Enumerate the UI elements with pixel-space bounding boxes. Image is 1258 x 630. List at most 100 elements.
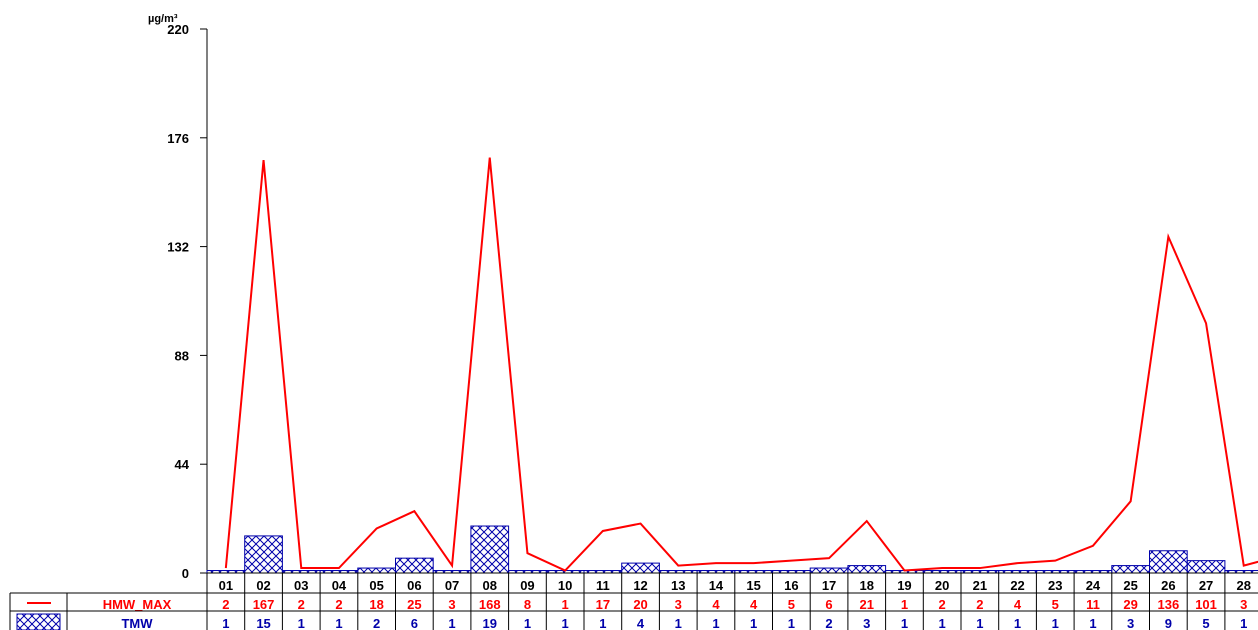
tmw-legend-swatch bbox=[16, 613, 61, 630]
hmw-max-legend-label: HMW_MAX bbox=[103, 597, 172, 612]
y-tick-label: 0 bbox=[182, 566, 189, 581]
tmw-bar bbox=[1111, 565, 1151, 574]
y-axis-unit: µg/m³ bbox=[148, 13, 178, 25]
tmw-data-label: 6 bbox=[411, 616, 418, 630]
hmw-max-data-label: 4 bbox=[712, 597, 720, 612]
y-tick-label: 44 bbox=[175, 457, 190, 472]
hmw-max-line bbox=[224, 157, 1258, 572]
tmw-data-label: 3 bbox=[1127, 616, 1134, 630]
tmw-data-label: 1 bbox=[1052, 616, 1059, 630]
x-tick-label: 20 bbox=[935, 578, 949, 593]
hmw-max-data-label: 21 bbox=[860, 597, 874, 612]
x-tick-label: 05 bbox=[369, 578, 383, 593]
x-tick-label: 16 bbox=[784, 578, 798, 593]
hmw-max-data-label: 3 bbox=[1240, 597, 1247, 612]
tmw-bar bbox=[809, 567, 849, 574]
x-tick-label: 03 bbox=[294, 578, 308, 593]
hmw-max-data-label: 17 bbox=[596, 597, 610, 612]
hmw-max-data-label: 2 bbox=[976, 597, 983, 612]
hmw-max-data-label: 168 bbox=[479, 597, 501, 612]
x-tick-label: 14 bbox=[709, 578, 724, 593]
x-tick-label: 23 bbox=[1048, 578, 1062, 593]
data-table: 0121021671503210421051820625607310816819… bbox=[9, 572, 1258, 630]
tmw-bar bbox=[470, 525, 510, 574]
x-tick-label: 10 bbox=[558, 578, 572, 593]
tmw-data-label: 5 bbox=[1202, 616, 1209, 630]
hmw-max-data-label: 2 bbox=[222, 597, 229, 612]
hmw-max-data-label: 3 bbox=[675, 597, 682, 612]
x-tick-label: 24 bbox=[1086, 578, 1101, 593]
tmw-bar bbox=[1149, 550, 1188, 574]
hmw-max-data-label: 5 bbox=[1052, 597, 1059, 612]
tmw-data-label: 15 bbox=[256, 616, 270, 630]
tmw-bar bbox=[244, 535, 283, 574]
tmw-data-label: 1 bbox=[448, 616, 455, 630]
x-tick-label: 28 bbox=[1237, 578, 1251, 593]
tmw-data-label: 1 bbox=[788, 616, 795, 630]
x-tick-label: 19 bbox=[897, 578, 911, 593]
hmw-max-series-line bbox=[224, 157, 1258, 572]
x-tick-label: 04 bbox=[332, 578, 347, 593]
tmw-bar bbox=[847, 565, 887, 574]
tmw-data-label: 1 bbox=[675, 616, 682, 630]
x-tick-label: 17 bbox=[822, 578, 836, 593]
tmw-data-label: 1 bbox=[1089, 616, 1096, 630]
tmw-bar bbox=[395, 557, 434, 574]
hmw-max-data-label: 29 bbox=[1123, 597, 1137, 612]
hmw-max-data-label: 8 bbox=[524, 597, 531, 612]
y-axis-ticks: 0 44 88 132 176 220 bbox=[167, 22, 207, 581]
hmw-max-data-label: 6 bbox=[825, 597, 832, 612]
tmw-data-label: 3 bbox=[863, 616, 870, 630]
x-tick-label: 01 bbox=[219, 578, 233, 593]
x-tick-label: 11 bbox=[596, 578, 610, 593]
hmw-max-data-label: 4 bbox=[1014, 597, 1022, 612]
hmw-max-data-label: 136 bbox=[1157, 597, 1179, 612]
tmw-data-label: 1 bbox=[1014, 616, 1021, 630]
tmw-data-label: 19 bbox=[483, 616, 497, 630]
x-tick-label: 13 bbox=[671, 578, 685, 593]
x-tick-label: 15 bbox=[746, 578, 760, 593]
tmw-data-label: 1 bbox=[222, 616, 229, 630]
x-tick-label: 21 bbox=[973, 578, 987, 593]
hmw-max-data-label: 1 bbox=[901, 597, 908, 612]
tmw-data-label: 2 bbox=[373, 616, 380, 630]
hmw-max-data-label: 4 bbox=[750, 597, 758, 612]
hmw-max-data-label: 2 bbox=[298, 597, 305, 612]
tmw-data-label: 1 bbox=[901, 616, 908, 630]
x-tick-label: 27 bbox=[1199, 578, 1213, 593]
tmw-data-label: 4 bbox=[637, 616, 645, 630]
tmw-data-label: 1 bbox=[524, 616, 531, 630]
tmw-bar bbox=[1186, 560, 1226, 574]
hmw-max-data-label: 2 bbox=[939, 597, 946, 612]
hmw-max-data-label: 101 bbox=[1195, 597, 1217, 612]
tmw-data-label: 2 bbox=[825, 616, 832, 630]
tmw-data-label: 9 bbox=[1165, 616, 1172, 630]
x-tick-label: 09 bbox=[520, 578, 534, 593]
hmw-max-data-label: 2 bbox=[335, 597, 342, 612]
tmw-data-label: 1 bbox=[1240, 616, 1247, 630]
x-tick-label: 22 bbox=[1010, 578, 1024, 593]
hmw-max-data-label: 25 bbox=[407, 597, 421, 612]
y-tick-label: 176 bbox=[167, 131, 189, 146]
hmw-max-data-label: 167 bbox=[253, 597, 275, 612]
x-tick-label: 12 bbox=[633, 578, 647, 593]
tmw-data-label: 1 bbox=[599, 616, 606, 630]
tmw-data-label: 1 bbox=[939, 616, 946, 630]
x-tick-label: 26 bbox=[1161, 578, 1175, 593]
hmw-max-data-label: 20 bbox=[633, 597, 647, 612]
x-tick-label: 07 bbox=[445, 578, 459, 593]
tmw-data-label: 1 bbox=[976, 616, 983, 630]
x-tick-label: 25 bbox=[1123, 578, 1137, 593]
y-tick-label: 88 bbox=[175, 348, 189, 363]
hmw-max-data-label: 5 bbox=[788, 597, 795, 612]
tmw-data-label: 1 bbox=[562, 616, 569, 630]
tmw-bar bbox=[357, 567, 396, 574]
tmw-data-label: 1 bbox=[335, 616, 342, 630]
x-tick-label: 02 bbox=[256, 578, 270, 593]
x-tick-label: 08 bbox=[483, 578, 497, 593]
tmw-bars bbox=[206, 525, 1258, 574]
hmw-max-data-label: 1 bbox=[562, 597, 569, 612]
hmw-max-data-label: 3 bbox=[448, 597, 455, 612]
x-tick-label: 18 bbox=[860, 578, 874, 593]
